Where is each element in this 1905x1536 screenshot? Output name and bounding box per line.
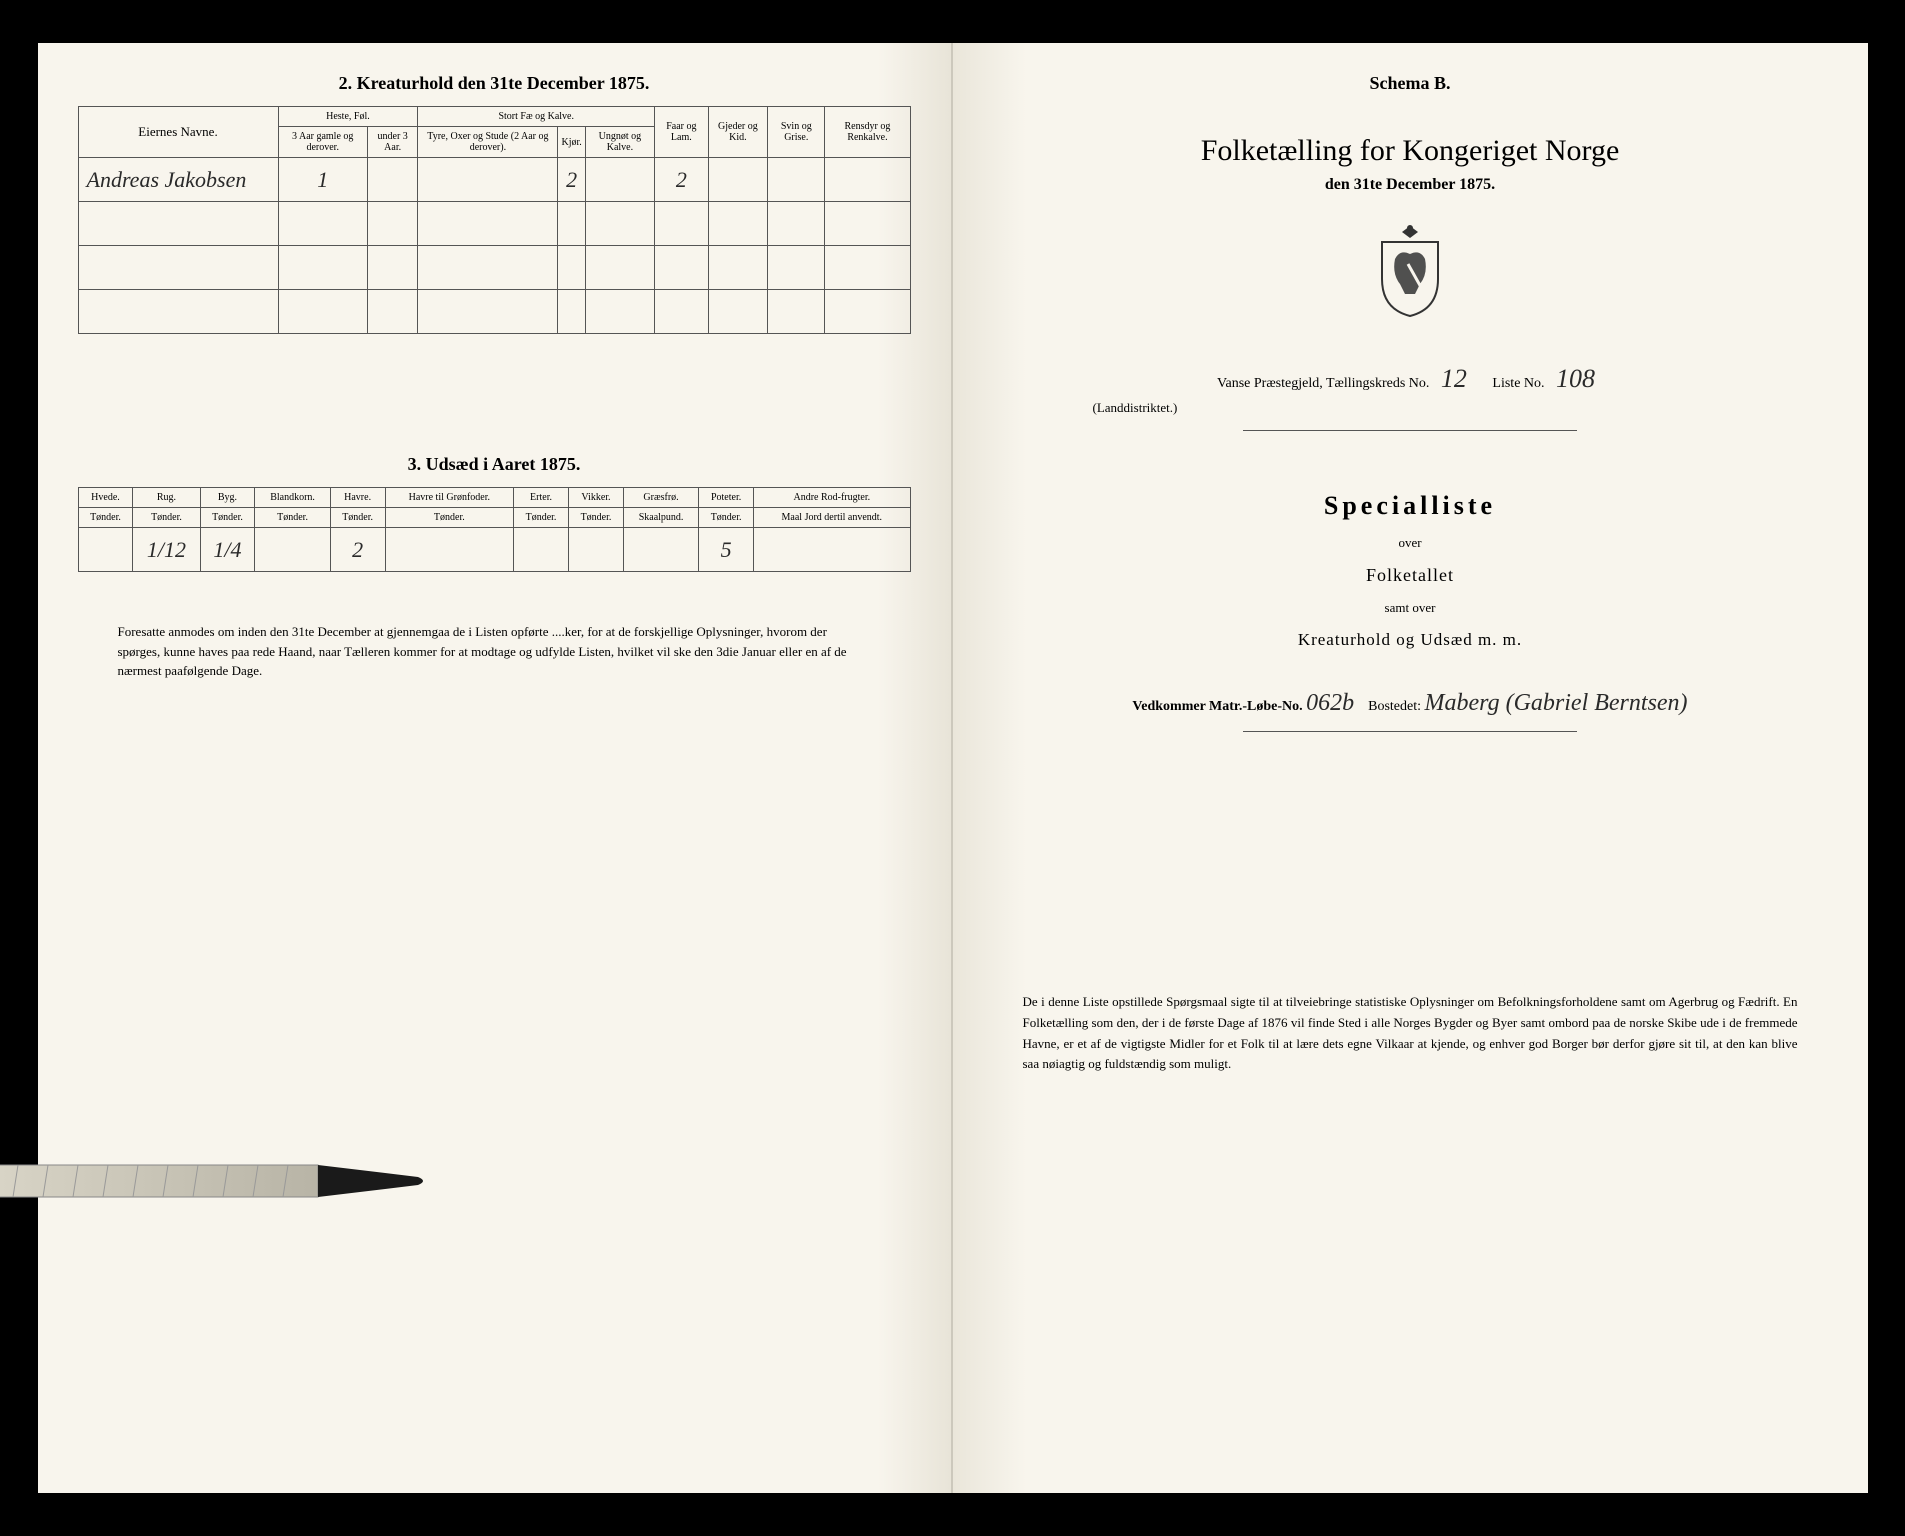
schema-label: Schema B.	[993, 73, 1828, 94]
bosted-label: Bostedet:	[1368, 699, 1421, 714]
col-andre: Andre Rod-frugter.	[754, 488, 910, 508]
empty-cell	[768, 158, 825, 202]
unit-skaal: Skaalpund.	[623, 508, 698, 528]
table-row	[78, 202, 910, 246]
unit-maal: Maal Jord dertil anvendt.	[754, 508, 910, 528]
val-havre: 2	[330, 528, 385, 572]
section3: 3. Udsæd i Aaret 1875. Hvede. Rug. Byg. …	[78, 454, 911, 572]
bosted-value: Maberg (Gabriel Berntsen)	[1425, 690, 1688, 716]
col-heste: Heste, Føl.	[278, 107, 418, 127]
val-faar: 2	[655, 158, 708, 202]
col-byg: Byg.	[200, 488, 255, 508]
spec-over: over	[993, 535, 1828, 551]
col-owner: Eiernes Navne.	[78, 107, 278, 158]
empty-cell	[825, 158, 910, 202]
col-graesfro: Græsfrø.	[623, 488, 698, 508]
col-heste-3plus: 3 Aar gamle og derover.	[278, 127, 367, 158]
section3-title: 3. Udsæd i Aaret 1875.	[78, 454, 911, 475]
spec-folketallet: Folketallet	[993, 565, 1828, 586]
col-hvede: Hvede.	[78, 488, 133, 508]
table-row: Andreas Jakobsen 1 2 2	[78, 158, 910, 202]
col-heste-under3: under 3 Aar.	[367, 127, 417, 158]
empty-cell	[367, 158, 417, 202]
parish-line: Vanse Præstegjeld, Tællingskreds No. 12 …	[993, 364, 1828, 394]
col-poteter: Poteter.	[699, 488, 754, 508]
col-vikker: Vikker.	[569, 488, 624, 508]
val-kjor: 2	[558, 158, 585, 202]
empty-cell	[754, 528, 910, 572]
unit: Tønder.	[699, 508, 754, 528]
left-footnote: Foresatte anmodes om inden den 31te Dece…	[78, 622, 911, 681]
right-footnote: De i denne Liste opstillede Spørgsmaal s…	[993, 992, 1828, 1075]
unit: Tønder.	[569, 508, 624, 528]
main-title: Folketælling for Kongeriget Norge	[993, 134, 1828, 168]
empty-cell	[255, 528, 330, 572]
empty-cell	[385, 528, 513, 572]
udsaed-table: Hvede. Rug. Byg. Blandkorn. Havre. Havre…	[78, 487, 911, 572]
unit: Tønder.	[330, 508, 385, 528]
left-page: 2. Kreaturhold den 31te December 1875. E…	[38, 43, 953, 1493]
col-havre: Havre.	[330, 488, 385, 508]
liste-no: 108	[1556, 364, 1595, 393]
right-page: Schema B. Folketælling for Kongeriget No…	[953, 43, 1868, 1493]
matr-no: 062b	[1306, 690, 1354, 716]
col-kjor: Kjør.	[558, 127, 585, 158]
empty-cell	[418, 158, 558, 202]
col-rensdyr: Rensdyr og Renkalve.	[825, 107, 910, 158]
document-spread: 2. Kreaturhold den 31te December 1875. E…	[38, 43, 1868, 1493]
val-poteter: 5	[699, 528, 754, 572]
unit: Tønder.	[255, 508, 330, 528]
parish-label: Vanse Præstegjeld, Tællingskreds No.	[1217, 376, 1429, 391]
subtitle: den 31te December 1875.	[993, 176, 1828, 194]
empty-cell	[569, 528, 624, 572]
unit: Tønder.	[78, 508, 133, 528]
val-rug: 1/12	[133, 528, 200, 572]
table-row	[78, 290, 910, 334]
empty-cell	[585, 158, 654, 202]
separator	[1243, 731, 1577, 732]
parish-no: 12	[1441, 364, 1467, 393]
paren-label: (Landdistriktet.)	[993, 400, 1828, 416]
table-header-row: Hvede. Rug. Byg. Blandkorn. Havre. Havre…	[78, 488, 910, 508]
spec-kreatur: Kreaturhold og Udsæd m. m.	[993, 630, 1828, 650]
empty-cell	[514, 528, 569, 572]
specialliste-title: Specialliste	[993, 491, 1828, 521]
unit: Tønder.	[385, 508, 513, 528]
val-byg: 1/4	[200, 528, 255, 572]
empty-cell	[78, 528, 133, 572]
unit: Tønder.	[514, 508, 569, 528]
section2-title: 2. Kreaturhold den 31te December 1875.	[78, 73, 911, 94]
col-ungnot: Ungnøt og Kalve.	[585, 127, 654, 158]
pen-illustration	[0, 1143, 438, 1213]
col-erter: Erter.	[514, 488, 569, 508]
col-rug: Rug.	[133, 488, 200, 508]
col-faar: Faar og Lam.	[655, 107, 708, 158]
col-svin: Svin og Grise.	[768, 107, 825, 158]
empty-cell	[708, 158, 768, 202]
table-row: 1/12 1/4 2 5	[78, 528, 910, 572]
unit: Tønder.	[200, 508, 255, 528]
separator	[1243, 430, 1577, 431]
empty-cell	[623, 528, 698, 572]
col-stortfae: Stort Fæ og Kalve.	[418, 107, 655, 127]
spec-samt: samt over	[993, 600, 1828, 616]
unit: Tønder.	[133, 508, 200, 528]
col-gjeder: Gjeder og Kid.	[708, 107, 768, 158]
col-havregron: Havre til Grønfoder.	[385, 488, 513, 508]
owner-name: Andreas Jakobsen	[78, 158, 278, 202]
col-blandkorn: Blandkorn.	[255, 488, 330, 508]
kreaturhold-table: Eiernes Navne. Heste, Føl. Stort Fæ og K…	[78, 106, 911, 334]
liste-label: Liste No.	[1492, 376, 1544, 391]
table-unit-row: Tønder. Tønder. Tønder. Tønder. Tønder. …	[78, 508, 910, 528]
col-tyre: Tyre, Oxer og Stude (2 Aar og derover).	[418, 127, 558, 158]
val-heste3: 1	[278, 158, 367, 202]
coat-of-arms-icon	[993, 224, 1828, 324]
matr-label: Vedkommer Matr.-Løbe-No.	[1132, 699, 1302, 714]
table-row	[78, 246, 910, 290]
table-header-row: Eiernes Navne. Heste, Føl. Stort Fæ og K…	[78, 107, 910, 127]
matr-line: Vedkommer Matr.-Løbe-No. 062b Bostedet: …	[993, 690, 1828, 717]
